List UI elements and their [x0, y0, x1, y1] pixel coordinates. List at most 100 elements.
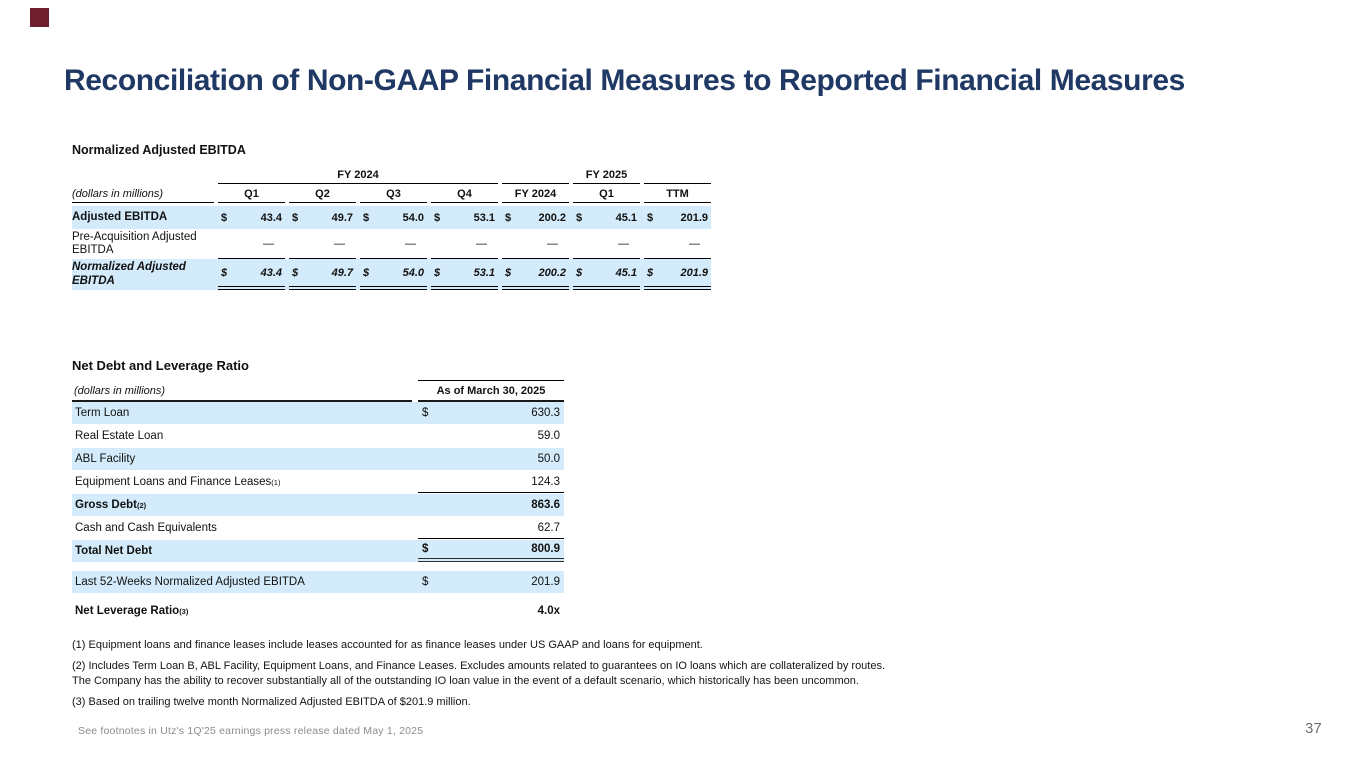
row-label-text: Equipment Loans and Finance Leases [75, 476, 272, 488]
currency-symbol: $ [363, 211, 370, 224]
cell: 50.0 [418, 448, 564, 470]
units-label: (dollars in millions) [72, 188, 214, 203]
cell-value: — [405, 237, 416, 250]
currency-symbol: $ [292, 211, 299, 224]
brand-accent-square [30, 8, 49, 27]
cell: — [289, 229, 356, 259]
cell: $630.3 [418, 402, 564, 424]
column-header: Q3 [360, 188, 427, 203]
cell-value: 201.9 [680, 266, 708, 279]
currency-symbol: $ [576, 266, 583, 279]
column-header: FY 2024 [502, 188, 569, 203]
table-row: Real Estate Loan 59.0 [72, 425, 564, 447]
cell: $201.9 [418, 571, 564, 593]
table-row: Pre-Acquisition Adjusted EBITDA — — — — … [72, 229, 711, 259]
footnote-ref: (2) [137, 500, 147, 510]
row-label-text: Gross Debt [75, 499, 137, 511]
net-debt-table: Net Debt and Leverage Ratio (dollars in … [72, 358, 564, 623]
cell: $43.4 [218, 259, 285, 290]
group-header-fy2024: FY 2024 [218, 169, 498, 184]
cell-value: 201.9 [680, 211, 708, 224]
cell: $201.9 [644, 206, 711, 229]
cell: $54.0 [360, 206, 427, 229]
table-row: Gross Debt (2) 863.6 [72, 494, 564, 516]
cell-value: 201.9 [531, 576, 560, 588]
cell-value: 59.0 [537, 430, 560, 442]
cell-value: 43.4 [260, 211, 282, 224]
row-label-text: Real Estate Loan [75, 430, 164, 442]
cell: — [502, 229, 569, 259]
cell: $800.9 [418, 540, 564, 562]
row-label: Normalized Adjusted EBITDA [72, 261, 186, 287]
currency-symbol: $ [647, 211, 654, 224]
cell: $45.1 [573, 259, 640, 290]
cell: $200.2 [502, 259, 569, 290]
cell: — [573, 229, 640, 259]
cell: $53.1 [431, 206, 498, 229]
cell: 4.0x [418, 600, 564, 622]
ebitda-group-header-row: FY 2024 FY 2025 [72, 169, 711, 184]
cell-value: 43.4 [260, 266, 282, 279]
footnote-1: (1) Equipment loans and finance leases i… [72, 639, 703, 651]
row-label: Adjusted EBITDA [72, 210, 168, 223]
currency-symbol: $ [647, 266, 654, 279]
cell: $201.9 [644, 259, 711, 290]
table-row: Adjusted EBITDA $43.4 $49.7 $54.0 $53.1 … [72, 206, 711, 229]
currency-symbol: $ [422, 543, 429, 555]
cell: $45.1 [573, 206, 640, 229]
table-row: Term Loan $630.3 [72, 402, 564, 424]
currency-symbol: $ [434, 266, 441, 279]
ebitda-column-header-row: (dollars in millions) Q1 Q2 Q3 Q4 FY 202… [72, 188, 711, 203]
cell-value: 200.2 [538, 211, 566, 224]
column-header: TTM [644, 188, 711, 203]
cell-value: — [689, 237, 700, 250]
column-header: Q1 [573, 188, 640, 203]
cell-value: 863.6 [531, 499, 560, 511]
footnote-ref: (1) [271, 477, 281, 487]
cell-value: 49.7 [331, 211, 353, 224]
footer-note: See footnotes in Utz's 1Q'25 earnings pr… [78, 725, 424, 737]
row-label: Term Loan [72, 402, 412, 424]
table-row: Total Net Debt $800.9 [72, 540, 564, 562]
cell: $53.1 [431, 259, 498, 290]
currency-symbol: $ [363, 266, 370, 279]
cell-value: — [263, 237, 274, 250]
cell-value: — [334, 237, 345, 250]
page-number: 37 [1305, 720, 1322, 737]
currency-symbol: $ [576, 211, 583, 224]
cell: 863.6 [418, 494, 564, 516]
currency-symbol: $ [505, 211, 512, 224]
row-label: Last 52-Weeks Normalized Adjusted EBITDA [72, 571, 412, 593]
row-label: Equipment Loans and Finance Leases (1) [72, 471, 412, 493]
cell: $43.4 [218, 206, 285, 229]
row-label: Total Net Debt [72, 540, 412, 562]
group-header-fy2025: FY 2025 [573, 169, 640, 184]
row-label: Net Leverage Ratio (3) [72, 600, 412, 622]
cell: $49.7 [289, 206, 356, 229]
footnote-2: (2) Includes Term Loan B, ABL Facility, … [72, 660, 886, 687]
cell-value: 200.2 [538, 266, 566, 279]
cell: — [360, 229, 427, 259]
cell: 62.7 [418, 517, 564, 539]
row-label: Real Estate Loan [72, 425, 412, 447]
cell-value: 49.7 [331, 266, 353, 279]
cell: $54.0 [360, 259, 427, 290]
cell: — [644, 229, 711, 259]
table-row: Equipment Loans and Finance Leases (1) 12… [72, 471, 564, 493]
cell-value: 4.0x [537, 605, 560, 617]
page-title: Reconciliation of Non-GAAP Financial Mea… [64, 64, 1185, 97]
table-row: Last 52-Weeks Normalized Adjusted EBITDA… [72, 571, 564, 593]
cell: 124.3 [418, 471, 564, 493]
column-header: Q2 [289, 188, 356, 203]
cell-value: 45.1 [615, 266, 637, 279]
footnotes: (1) Equipment loans and finance leases i… [72, 638, 890, 716]
column-header: As of March 30, 2025 [418, 380, 564, 402]
cell: $49.7 [289, 259, 356, 290]
ebitda-table: Normalized Adjusted EBITDA FY 2024 FY 20… [72, 143, 711, 290]
row-label-text: Last 52-Weeks Normalized Adjusted EBITDA [75, 576, 305, 588]
row-label: ABL Facility [72, 448, 412, 470]
cell: $200.2 [502, 206, 569, 229]
cell-value: 54.0 [402, 266, 424, 279]
group-header-blank [644, 181, 711, 184]
